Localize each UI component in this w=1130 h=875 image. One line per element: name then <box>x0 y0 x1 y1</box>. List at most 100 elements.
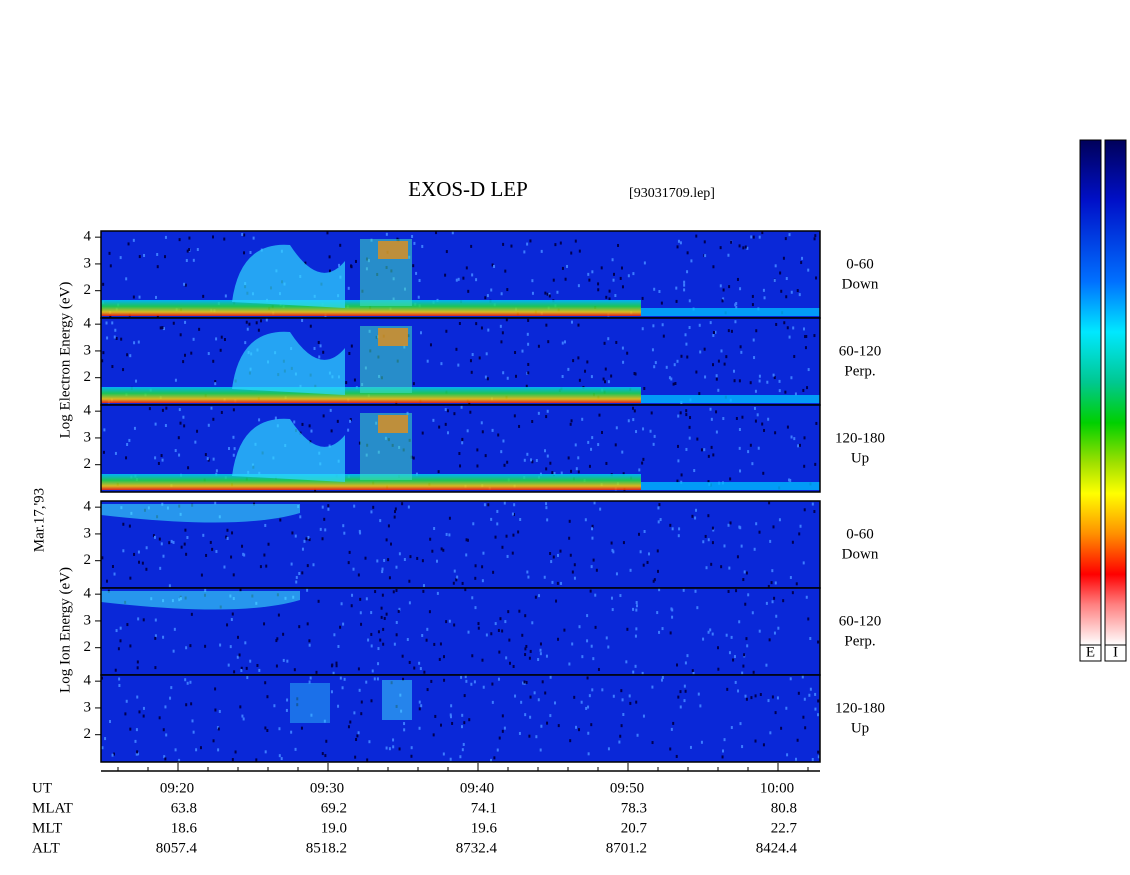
noise <box>298 625 301 629</box>
noise <box>722 749 725 753</box>
noise <box>242 717 245 721</box>
noise <box>529 239 532 243</box>
noise <box>385 232 388 236</box>
noise <box>445 250 448 254</box>
noise <box>442 548 445 552</box>
noise <box>490 758 493 762</box>
noise <box>421 244 424 248</box>
noise <box>766 380 769 384</box>
noise <box>751 611 754 615</box>
noise <box>385 746 388 750</box>
noise <box>154 634 157 638</box>
noise <box>719 284 722 288</box>
noise <box>190 702 193 706</box>
noise <box>520 700 523 704</box>
noise <box>740 544 743 548</box>
noise <box>335 661 338 665</box>
noise <box>280 757 283 761</box>
noise <box>393 510 396 514</box>
noise <box>286 698 289 702</box>
noise <box>790 376 793 380</box>
noise <box>458 452 461 456</box>
noise <box>491 428 494 432</box>
noise <box>460 405 463 409</box>
noise <box>212 235 215 239</box>
noise <box>686 251 689 255</box>
noise <box>491 263 494 267</box>
noise <box>425 638 428 642</box>
noise <box>200 573 203 577</box>
noise <box>789 478 792 482</box>
noise <box>138 255 141 259</box>
noise <box>422 584 425 588</box>
noise <box>743 570 746 574</box>
noise <box>374 590 377 594</box>
noise <box>715 377 718 381</box>
direction-label: Up <box>851 720 869 736</box>
noise <box>113 572 116 576</box>
noise <box>178 238 181 242</box>
noise <box>721 755 724 759</box>
noise <box>535 735 538 739</box>
noise <box>813 510 816 514</box>
noise <box>474 576 477 580</box>
noise <box>695 370 698 374</box>
noise <box>122 522 125 526</box>
noise <box>407 505 410 509</box>
noise <box>507 610 510 614</box>
noise <box>433 642 436 646</box>
noise <box>511 551 514 555</box>
noise <box>641 327 644 331</box>
noise <box>158 716 161 720</box>
noise <box>577 323 580 327</box>
noise <box>549 675 552 679</box>
noise <box>353 378 356 382</box>
noise <box>115 629 118 633</box>
noise <box>619 734 622 738</box>
noise <box>190 612 193 616</box>
noise <box>231 758 234 762</box>
noise <box>575 725 578 729</box>
noise <box>170 686 173 690</box>
noise <box>339 676 342 680</box>
noise <box>469 359 472 363</box>
noise <box>739 287 742 291</box>
noise <box>641 461 644 465</box>
noise <box>643 386 646 390</box>
noise <box>571 642 574 646</box>
noise <box>357 667 360 671</box>
noise <box>510 244 513 248</box>
noise <box>490 288 493 292</box>
noise <box>186 249 189 253</box>
noise <box>704 375 707 379</box>
noise <box>506 460 509 464</box>
panel-background <box>101 675 820 762</box>
noise <box>143 253 146 257</box>
noise <box>763 428 766 432</box>
noise <box>177 436 180 440</box>
noise <box>651 348 654 352</box>
low-energy-band <box>101 474 641 490</box>
noise <box>169 696 172 700</box>
noise <box>661 675 664 679</box>
noise <box>413 241 416 245</box>
noise <box>524 614 527 618</box>
noise <box>626 627 629 631</box>
noise <box>136 666 139 670</box>
noise <box>152 534 155 538</box>
pitch-label: 0-60 <box>846 256 874 272</box>
noise <box>360 622 363 626</box>
noise <box>808 693 811 697</box>
noise <box>657 520 660 524</box>
noise <box>301 422 304 426</box>
noise <box>436 559 439 563</box>
noise <box>711 632 714 636</box>
noise <box>521 633 524 637</box>
noise <box>635 604 638 608</box>
noise <box>556 553 559 557</box>
noise <box>712 331 715 335</box>
noise <box>723 362 726 366</box>
noise <box>132 295 135 299</box>
noise <box>578 378 581 382</box>
noise <box>293 420 296 424</box>
